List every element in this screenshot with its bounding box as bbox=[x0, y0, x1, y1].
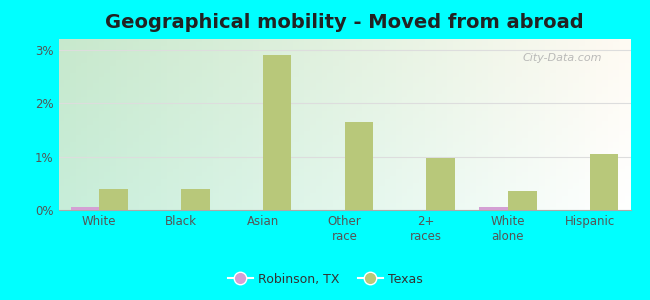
Legend: Robinson, TX, Texas: Robinson, TX, Texas bbox=[222, 268, 428, 291]
Bar bbox=[508, 191, 536, 210]
Bar bbox=[263, 55, 291, 210]
Bar bbox=[181, 189, 210, 210]
Bar bbox=[71, 207, 99, 210]
Bar bbox=[479, 207, 508, 210]
Bar bbox=[99, 189, 128, 210]
Text: City-Data.com: City-Data.com bbox=[523, 53, 602, 63]
Bar bbox=[344, 122, 373, 210]
Bar bbox=[426, 158, 455, 210]
Title: Geographical mobility - Moved from abroad: Geographical mobility - Moved from abroa… bbox=[105, 13, 584, 32]
Bar bbox=[590, 154, 618, 210]
